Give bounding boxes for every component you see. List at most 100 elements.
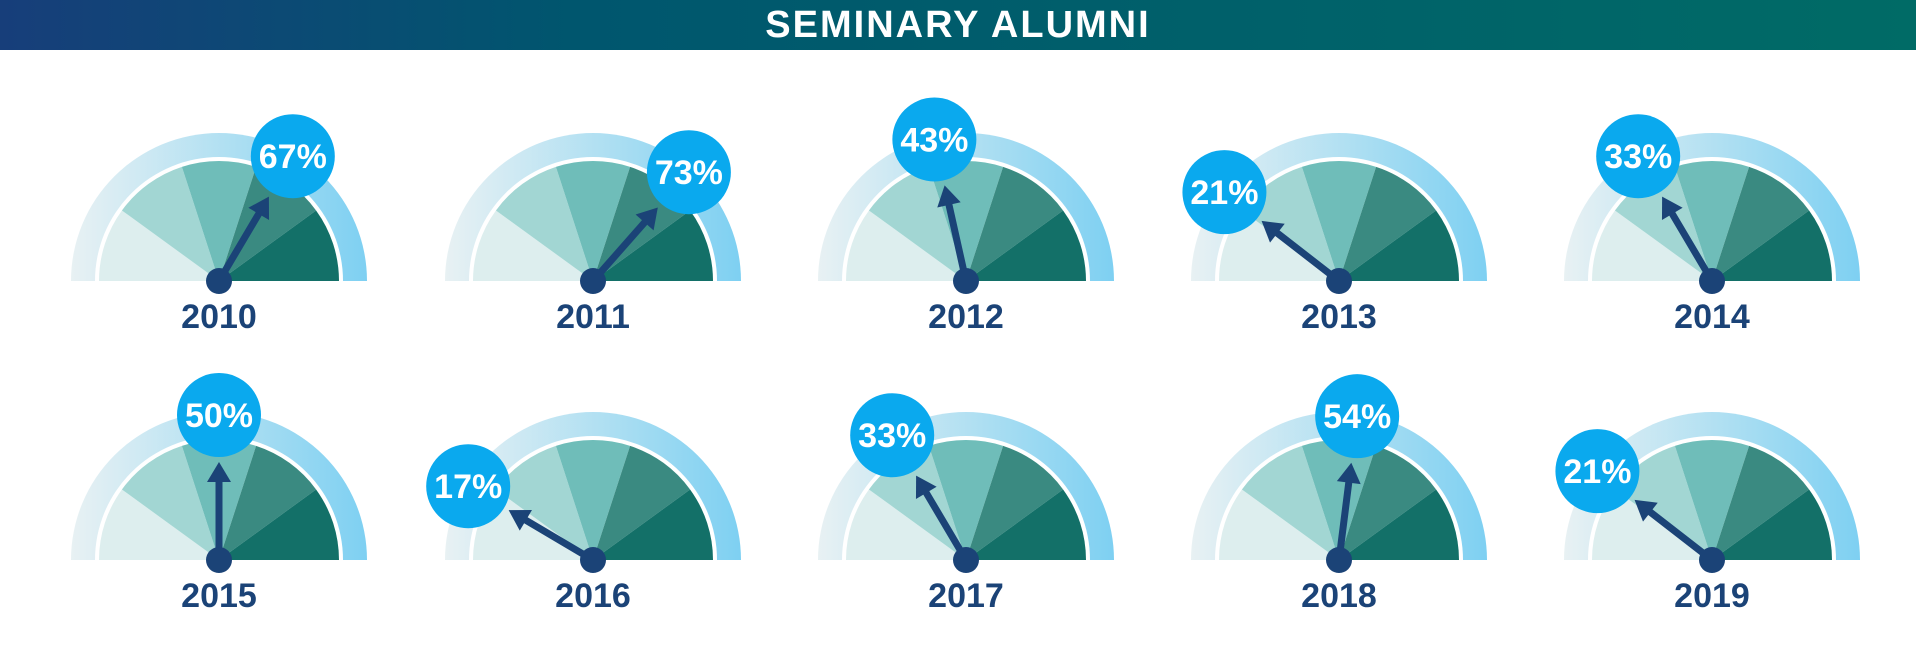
gauge-segment-5: [966, 489, 1086, 560]
value-label: 21%: [1190, 174, 1258, 212]
year-label: 2017: [928, 577, 1004, 615]
gauge-pivot: [206, 268, 232, 294]
gauge-needle-head: [937, 185, 961, 208]
year-label: 2018: [1301, 577, 1377, 615]
gauge-pivot: [580, 268, 606, 294]
gauge-segment-5: [1339, 210, 1459, 281]
gauge-segment-5: [1339, 489, 1459, 560]
gauge-needle-head: [1661, 196, 1683, 220]
value-label: 50%: [185, 397, 253, 435]
gauge-2018: 54% 2018: [1191, 374, 1487, 615]
gauge-2017: 33% 2017: [818, 393, 1114, 615]
year-label: 2010: [181, 298, 257, 336]
value-label: 33%: [858, 417, 926, 455]
gauge-pivot: [580, 547, 606, 573]
gauge-needle-head: [508, 509, 532, 531]
value-bubble: [1182, 150, 1267, 235]
gauge-segment-3: [555, 440, 631, 560]
gauge-pivot: [1699, 547, 1725, 573]
value-label: 54%: [1323, 398, 1391, 436]
value-bubble: [426, 444, 511, 529]
gauge-segment-1: [473, 210, 593, 281]
gauge-needle-head: [1336, 462, 1361, 485]
gauge-pivot: [1699, 268, 1725, 294]
year-label: 2015: [181, 577, 257, 615]
gauge-segment-3: [181, 161, 257, 281]
year-label: 2011: [556, 298, 630, 336]
gauge-segment-1: [99, 489, 219, 560]
year-label: 2012: [928, 298, 1004, 336]
gauge-segment-3: [1674, 440, 1750, 560]
gauge-segment-1: [846, 489, 966, 560]
gauge-pivot: [1326, 268, 1352, 294]
gauge-needle-head: [1261, 220, 1285, 243]
gauge-segment-3: [1301, 440, 1377, 560]
gauge-segment-1: [99, 210, 219, 281]
gauge-segment-4: [1339, 166, 1437, 281]
gauge-needle-head: [207, 462, 231, 482]
gauge-2010: 67% 2010: [71, 114, 367, 336]
gauge-segment-1: [1592, 489, 1712, 560]
page-title: SEMINARY ALUMNI: [765, 3, 1151, 46]
value-bubble: [250, 114, 335, 199]
gauge-segment-5: [593, 210, 713, 281]
value-bubble: [1555, 429, 1640, 514]
gauge-segment-1: [1219, 210, 1339, 281]
gauge-segment-4: [1712, 445, 1810, 560]
gauge-segment-5: [593, 489, 713, 560]
gauge-needle: [945, 201, 970, 285]
gauge-pivot: [206, 547, 232, 573]
value-label: 33%: [1604, 138, 1672, 176]
gauge-segment-2: [121, 445, 219, 560]
gauge-segment-2: [495, 166, 593, 281]
gauge-segment-3: [555, 161, 631, 281]
gauge-2019: 21% 2019: [1555, 412, 1860, 615]
gauge-segment-4: [966, 445, 1064, 560]
gauge-segment-4: [1339, 445, 1437, 560]
gauge-pivot: [953, 547, 979, 573]
gauge-pivot: [953, 268, 979, 294]
value-label: 67%: [259, 138, 327, 176]
value-bubble: [646, 130, 731, 215]
gauge-needle-head: [1634, 499, 1658, 522]
gauge-segment-5: [219, 489, 339, 560]
gauge-segment-1: [846, 210, 966, 281]
gauge-2014: 33% 2014: [1564, 114, 1860, 336]
value-label: 17%: [434, 468, 502, 506]
gauge-segment-2: [868, 166, 966, 281]
gauge-segment-2: [1241, 445, 1339, 560]
gauge-segment-3: [1674, 160, 1750, 281]
year-label: 2016: [555, 577, 631, 615]
gauge-segment-4: [219, 445, 317, 560]
gauge-segment-2: [121, 166, 219, 281]
header: SEMINARY ALUMNI: [0, 0, 1916, 50]
gauge-2012: 43% 2012: [818, 97, 1114, 336]
gauge-pivot: [1326, 547, 1352, 573]
gauge-needle-head: [635, 207, 658, 231]
year-label: 2013: [1301, 298, 1377, 336]
gauge-2011: 73% 2011: [445, 130, 741, 336]
gauge-segment-1: [1592, 210, 1712, 281]
year-label: 2014: [1674, 298, 1750, 336]
gauge-segment-1: [1219, 489, 1339, 560]
gauge-segment-5: [1712, 210, 1832, 281]
year-label: 2019: [1674, 577, 1750, 615]
value-bubble: [1596, 114, 1681, 199]
gauge-segment-5: [966, 210, 1086, 281]
gauge-needle-head: [915, 475, 937, 499]
gauge-segment-4: [593, 445, 691, 560]
gauge-2016: 17% 2016: [426, 412, 741, 615]
gauge-needle-head: [248, 196, 270, 220]
value-label: 73%: [655, 154, 723, 192]
gauge-segment-5: [1712, 489, 1832, 560]
value-bubble: [177, 373, 261, 457]
value-bubble: [850, 393, 935, 478]
value-bubble: [1315, 374, 1400, 459]
gauge-segment-3: [928, 440, 1004, 560]
gauge-2015: 50% 2015: [71, 373, 367, 615]
value-bubble: [892, 97, 977, 182]
header-banner: [0, 0, 1916, 50]
gauge-segment-4: [966, 166, 1064, 281]
value-label: 43%: [900, 121, 968, 159]
